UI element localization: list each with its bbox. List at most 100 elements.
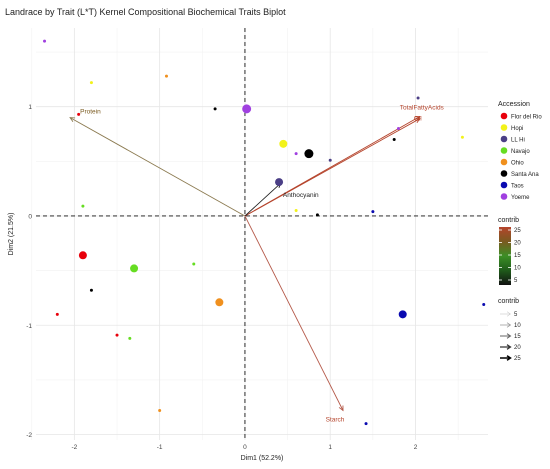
data-point bbox=[275, 178, 284, 187]
data-point bbox=[192, 262, 196, 266]
y-tick-label: -2 bbox=[26, 432, 32, 439]
data-point bbox=[115, 333, 119, 337]
data-point bbox=[460, 135, 464, 139]
arrow-anthocyanin-shaft bbox=[244, 182, 282, 217]
x-tick-label: -2 bbox=[71, 444, 77, 451]
data-point bbox=[89, 81, 93, 85]
contrib-arrow-key-head bbox=[506, 311, 511, 317]
contrib-arrow-key-head bbox=[506, 333, 512, 339]
data-point bbox=[392, 137, 396, 141]
legend-key-dot bbox=[500, 124, 508, 131]
data-point bbox=[81, 204, 85, 208]
y-tick-label: 1 bbox=[28, 104, 32, 111]
contrib-arrow-label: 15 bbox=[514, 334, 521, 340]
arrow-label-starch: Starch bbox=[326, 416, 345, 423]
arrow-oil-shaft bbox=[244, 118, 420, 217]
legend-label: Hopi bbox=[511, 126, 523, 132]
contrib-arrow-label: 10 bbox=[514, 323, 521, 329]
legend-label: Yoeme bbox=[511, 195, 530, 201]
data-point bbox=[77, 112, 81, 116]
legend-key-dot bbox=[500, 193, 508, 200]
x-axis-ticks: -2 -1 0 1 2 bbox=[71, 444, 417, 451]
data-point bbox=[78, 251, 87, 260]
y-axis-label: Dim2 (21.5%) bbox=[8, 213, 15, 256]
contrib-arrow-label: 25 bbox=[514, 356, 521, 362]
legend-key-dot bbox=[500, 147, 508, 154]
data-point bbox=[242, 104, 252, 114]
data-point bbox=[89, 288, 93, 292]
y-tick-label: -1 bbox=[26, 323, 32, 330]
arrow-protein-shaft bbox=[69, 117, 246, 217]
chart-title: Landrace by Trait (L*T) Kernel Compositi… bbox=[5, 7, 286, 17]
x-tick-label: 1 bbox=[328, 444, 332, 451]
contrib-arrow-label: 5 bbox=[514, 312, 518, 318]
data-point bbox=[482, 302, 486, 306]
contrib-arrow-label: 20 bbox=[514, 345, 521, 351]
data-point bbox=[215, 298, 224, 307]
data-point bbox=[158, 408, 162, 412]
data-point bbox=[43, 39, 47, 43]
contrib-arrow-key-head bbox=[506, 355, 512, 361]
x-tick-label: 0 bbox=[243, 444, 247, 451]
colorbar-tick-label: 20 bbox=[514, 241, 521, 247]
data-point bbox=[328, 158, 332, 162]
colorbar-tick-label: 5 bbox=[514, 278, 518, 284]
data-point bbox=[398, 310, 407, 319]
arrow-protein-head bbox=[69, 117, 76, 122]
legend-label: Navajo bbox=[511, 149, 530, 155]
data-point bbox=[55, 312, 59, 316]
legend-key-dot bbox=[500, 181, 508, 189]
arrow-label-totalfattyacids: TotalFattyAcids bbox=[400, 105, 445, 112]
x-tick-label: 2 bbox=[414, 444, 418, 451]
accession-legend: Accession Flor del Rio Hopi LL Hi Navajo Ohi… bbox=[498, 101, 542, 201]
legend-label: Santa Ana bbox=[511, 172, 539, 178]
arrow-oil-head bbox=[414, 118, 421, 124]
colorbar-tick-label: 10 bbox=[514, 266, 521, 272]
legend-key-dot bbox=[500, 135, 508, 143]
data-point bbox=[128, 336, 132, 340]
data-point bbox=[279, 139, 288, 148]
data-point bbox=[294, 209, 298, 213]
colorbar-tick-label: 15 bbox=[514, 253, 521, 259]
arrow-label-oil: Oil bbox=[414, 116, 423, 123]
x-axis-label: Dim1 (52.2%) bbox=[241, 455, 284, 462]
y-axis-ticks: -2 -1 0 1 bbox=[26, 104, 32, 439]
legend-key-dot bbox=[500, 112, 508, 120]
legend-label: LL Hi bbox=[511, 137, 525, 143]
contrib-arrow-legend-title: contrib bbox=[498, 298, 519, 305]
contrib-colorbar bbox=[499, 227, 511, 285]
data-point bbox=[416, 96, 420, 100]
data-point bbox=[304, 149, 314, 159]
contrib-arrow-legend: contrib 5 10 15 20 25 bbox=[498, 298, 521, 362]
data-point bbox=[130, 264, 139, 273]
data-point bbox=[315, 213, 319, 217]
data-point bbox=[294, 152, 298, 156]
x-tick-label: -1 bbox=[157, 444, 163, 451]
legend-key-dot bbox=[500, 170, 508, 177]
colorbar-tick-label: 25 bbox=[514, 228, 521, 234]
data-point bbox=[371, 210, 375, 214]
plot-panel bbox=[36, 28, 488, 440]
legend-label: Flor del Rio bbox=[511, 114, 542, 120]
legend-key-dot bbox=[500, 158, 508, 166]
data-points bbox=[43, 39, 486, 426]
zero-reference-lines bbox=[36, 28, 488, 440]
arrow-label-protein: Protein bbox=[80, 109, 101, 116]
contrib-arrow-key-head bbox=[506, 344, 512, 350]
variable-arrows: Protein TotalFattyAcids Oil Anthocyanin Star… bbox=[69, 105, 445, 423]
arrow-starch-shaft bbox=[244, 215, 344, 411]
legend-label: Taos bbox=[511, 183, 524, 189]
y-tick-label: 0 bbox=[28, 213, 32, 220]
arrow-label-anthocyanin: Anthocyanin bbox=[283, 192, 319, 199]
accession-legend-title: Accession bbox=[498, 101, 530, 108]
contrib-color-legend-title: contrib bbox=[498, 217, 519, 224]
data-point bbox=[164, 74, 168, 78]
legend-label: Ohio bbox=[511, 160, 524, 166]
data-point bbox=[364, 422, 368, 426]
contrib-color-legend: contrib 25 20 15 10 5 bbox=[498, 217, 521, 285]
arrow-starch-head bbox=[338, 405, 344, 412]
data-point bbox=[213, 107, 217, 111]
contrib-arrow-key-head bbox=[506, 322, 512, 328]
data-point bbox=[396, 127, 400, 131]
